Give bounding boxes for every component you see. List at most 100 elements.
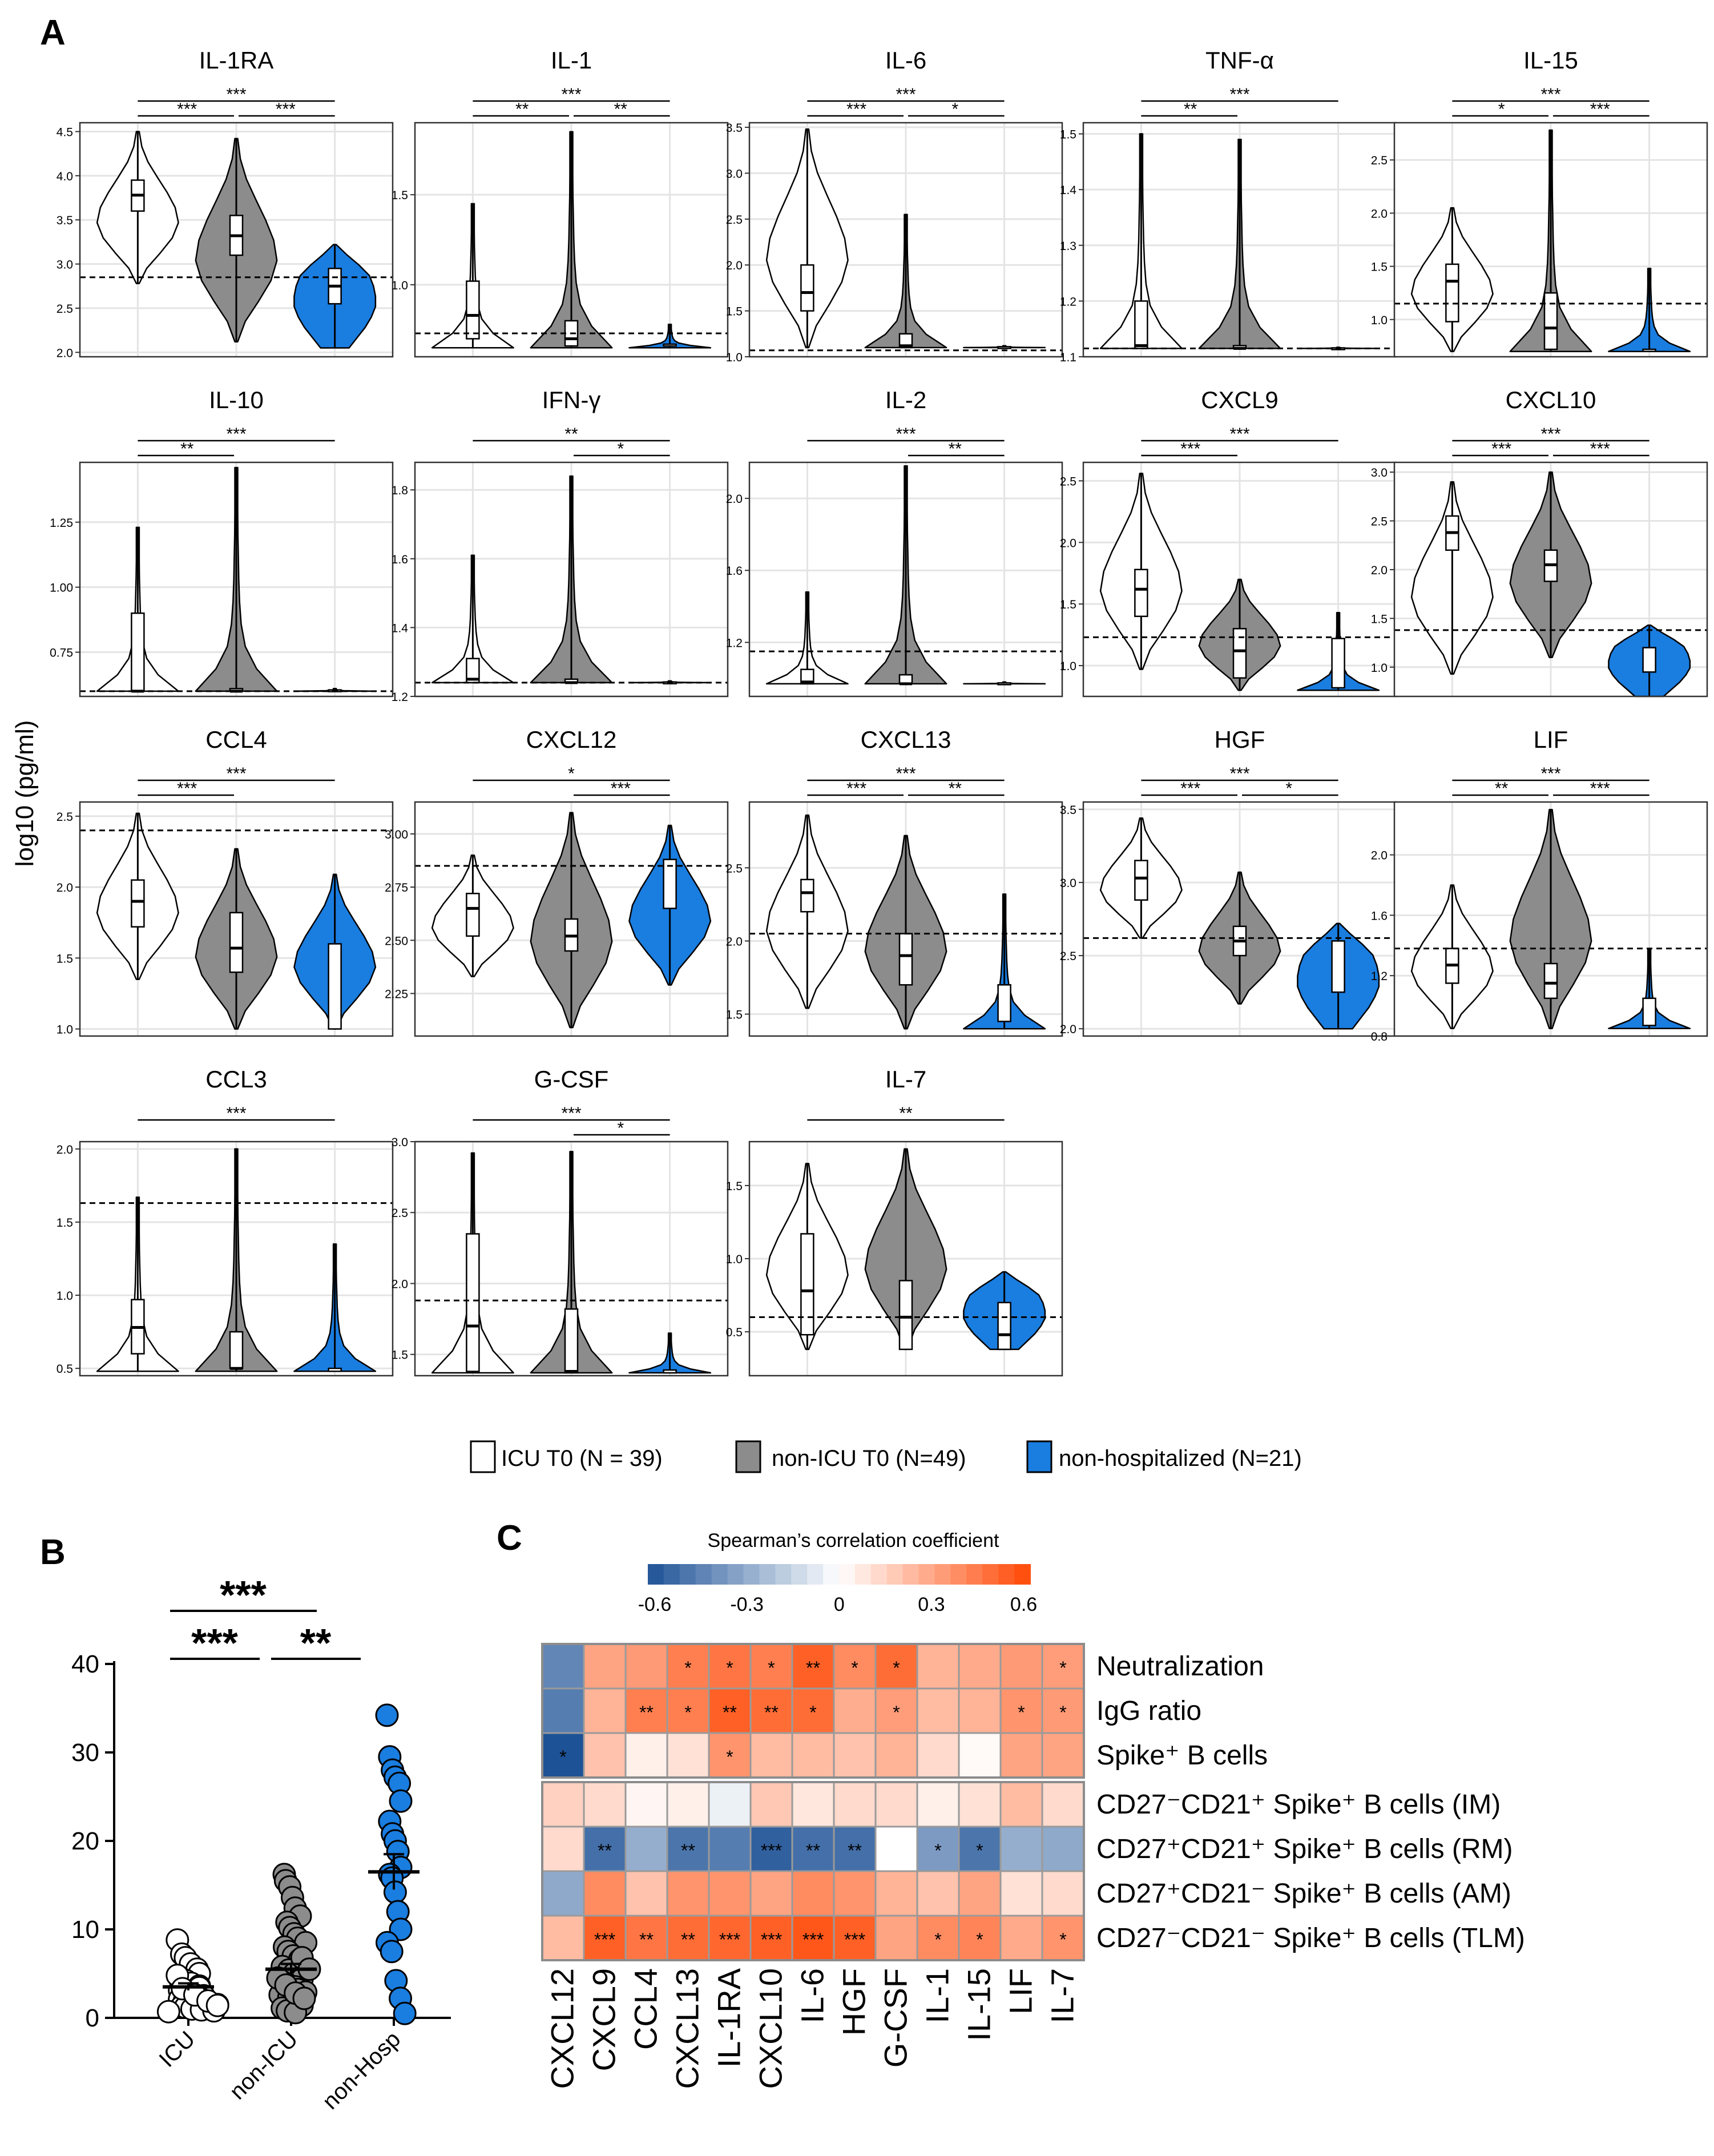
panel-title: CXCL9 [1201, 386, 1278, 413]
sig-left: *** [177, 100, 197, 119]
y-tick-label: 2.5 [57, 811, 73, 824]
b-point-2 [393, 2001, 417, 2025]
c-cell-star: * [976, 1929, 983, 1950]
sig-top: *** [1229, 764, 1249, 783]
y-tick-label: 2.5 [1060, 475, 1076, 488]
b-sig-right: ** [300, 1621, 332, 1665]
box-2 [997, 682, 1011, 686]
y-tick-label: 1.0 [57, 1289, 73, 1303]
panel-label-b: B [40, 1533, 66, 1572]
c-cell-bottom [1041, 1781, 1085, 1828]
violin-panel-8: 1.0 1.5 2.0 2.5 CXCL9 *** *** [1060, 386, 1397, 698]
c-cell-star: * [851, 1658, 858, 1678]
c-cell-top [958, 1687, 1002, 1734]
c-row-label: CD27⁻CD21⁺ Spike⁺ B cells (IM) [1096, 1790, 1501, 1820]
c-scale-title: Spearman’s correlation coefficient [708, 1530, 999, 1551]
y-tick-label: 0.5 [726, 1326, 743, 1339]
y-tick-label: 2.0 [726, 493, 743, 506]
b-y-tick-label: 0 [86, 2004, 99, 2032]
y-tick-label: 3.5 [57, 214, 73, 227]
c-cell-star: * [684, 1702, 691, 1723]
y-tick-label: 1.6 [1371, 909, 1388, 922]
panel-title: CCL4 [205, 726, 267, 753]
c-cell-bottom [541, 1781, 585, 1828]
y-tick-label: 1.5 [726, 305, 743, 319]
c-cell-star: *** [761, 1929, 782, 1950]
sig-right: *** [1590, 440, 1610, 458]
c-cell-star: * [1059, 1929, 1066, 1950]
box-2 [663, 859, 677, 909]
c-col-label: HGF [836, 1968, 872, 2036]
box-1 [1543, 292, 1558, 350]
panel-border [1393, 461, 1708, 698]
sig-left: *** [1180, 440, 1200, 458]
y-tick-label: 1.3 [1060, 240, 1076, 253]
c-cell-bottom [874, 1915, 918, 1961]
y-tick-label: 0.8 [1371, 1030, 1388, 1043]
c-scale-seg [823, 1564, 840, 1585]
c-cell-star: ** [639, 1929, 654, 1950]
panel-border [1393, 801, 1708, 1037]
panel-border [79, 461, 394, 698]
y-tick-label: 1.2 [392, 691, 408, 704]
c-cell-bottom [958, 1825, 1002, 1872]
panel-title: CXCL13 [861, 726, 951, 753]
sig-left: *** [846, 100, 866, 119]
sig-right: ** [614, 100, 628, 119]
violin-panels: 2.02.53.03.54.04.5IL-1RA****** ***1.01.5I… [50, 47, 1708, 1377]
box-1 [898, 933, 913, 986]
violin-panel-16: 1.52.02.53.0G-CSF**** [392, 1066, 729, 1377]
c-cell-bottom [833, 1870, 877, 1917]
c-cell-bottom [1041, 1870, 1085, 1917]
y-tick-label: 1.0 [57, 1023, 73, 1037]
c-scale-seg [839, 1564, 856, 1585]
y-tick-label: 1.00 [50, 582, 73, 595]
box-2 [997, 346, 1011, 349]
box-2 [997, 984, 1011, 1022]
c-cell-star: ** [723, 1702, 737, 1723]
c-cell-top [708, 1687, 752, 1734]
panel-title: TNF-α [1205, 47, 1274, 74]
c-col-label: CXCL12 [545, 1968, 580, 2089]
violin-panel-0: 2.0 2.5 3.0 3.5 4.0 4.5 IL-1RA *** *** *** [57, 47, 394, 360]
sig-right: * [617, 440, 624, 458]
c-cell-top [791, 1643, 835, 1690]
b-y-tick-label: 20 [71, 1827, 99, 1855]
c-cell-star: ** [681, 1929, 695, 1950]
y-tick-label: 2.5 [1060, 950, 1076, 963]
c-cell-bottom [541, 1870, 585, 1917]
c-cell-bottom [666, 1781, 710, 1828]
c-cell-top [916, 1643, 960, 1690]
box-1 [229, 912, 244, 973]
legend: ICU T0 (N = 39) non-ICU T0 (N=49) non-ho… [470, 1440, 1302, 1473]
c-cell-bottom [874, 1781, 918, 1828]
box-2 [1642, 348, 1656, 352]
y-tick-label: 2.5 [57, 303, 73, 316]
c-scale-seg [966, 1564, 983, 1585]
sig-right: * [1285, 779, 1292, 798]
c-cell-star: ** [764, 1702, 779, 1723]
sig-top: *** [226, 425, 246, 444]
y-tick-label: 1.0 [726, 351, 743, 364]
c-cell-star: *** [802, 1929, 824, 1950]
sig-left: * [1498, 100, 1505, 119]
c-cell-star: * [893, 1702, 900, 1723]
c-cell-bottom [874, 1825, 918, 1872]
sig-left: *** [1180, 779, 1200, 798]
c-block-border [541, 1781, 1085, 1961]
sig-right: *** [1590, 779, 1610, 798]
c-cell-star: * [726, 1658, 733, 1678]
b-point-0 [205, 1993, 229, 2017]
c-cell-star: *** [594, 1929, 615, 1950]
box-2 [328, 1367, 342, 1372]
c-row-label: Neutralization [1096, 1651, 1264, 1682]
box-2 [663, 1369, 677, 1374]
violin-panel-15: 0.5 1.0 1.5 2.0 CCL3 *** [57, 1066, 394, 1377]
y-tick-label: 1.5 [392, 1349, 408, 1362]
y-tick-label: 1.0 [1371, 314, 1388, 327]
c-cell-star: ** [848, 1840, 862, 1861]
sig-left: ** [1184, 100, 1197, 119]
c-scale-seg [679, 1564, 696, 1585]
